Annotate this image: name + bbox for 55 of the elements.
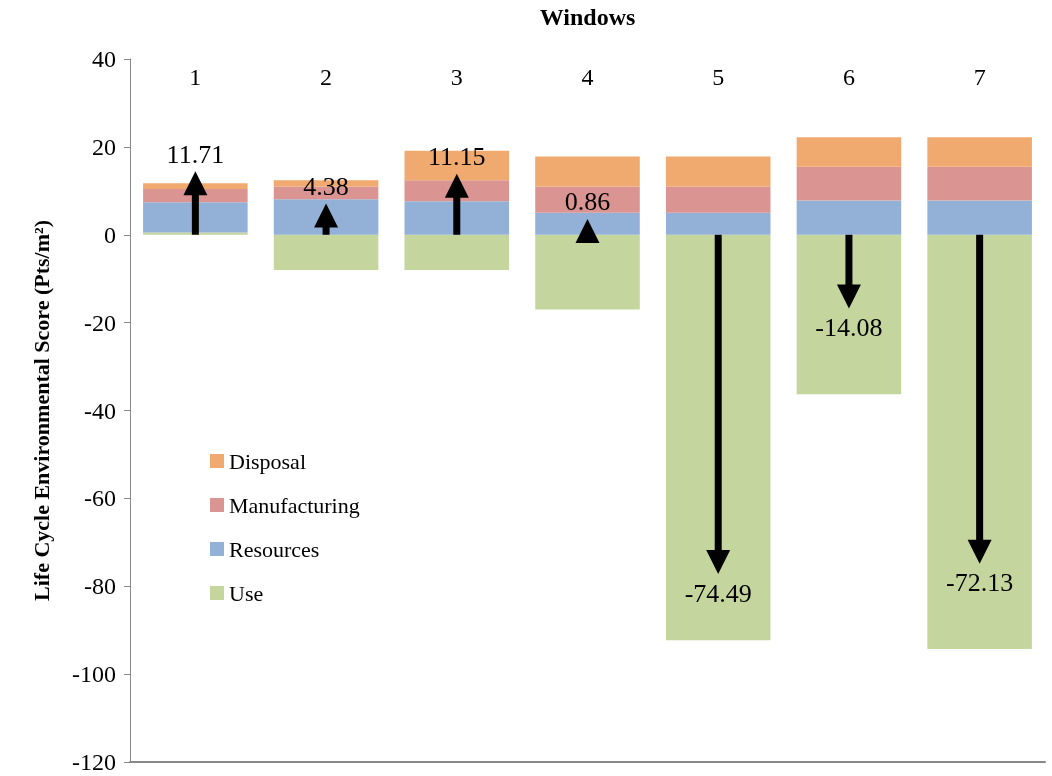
y-tick-label: 20	[92, 133, 116, 160]
bar	[927, 200, 1032, 235]
y-tick-label: -80	[84, 573, 116, 600]
y-tick-label: 40	[92, 46, 116, 72]
x-tick-label: 2	[320, 64, 333, 90]
data-label: 0.86	[564, 187, 611, 217]
bar	[927, 137, 1032, 167]
y-tick-label: -20	[84, 309, 116, 336]
bar	[796, 166, 902, 201]
point	[836, 284, 861, 309]
bar	[273, 234, 379, 270]
legend-label: Use	[229, 580, 264, 606]
point	[314, 203, 339, 228]
x-tick-label: 5	[712, 64, 725, 90]
point	[967, 539, 992, 564]
bar	[927, 234, 1032, 650]
bar	[665, 234, 771, 641]
bar	[796, 200, 902, 235]
bar	[273, 199, 379, 235]
x-tick-label: 4	[581, 64, 594, 90]
y-tick-label: 0	[104, 221, 116, 248]
x-tick-label: 1	[189, 64, 202, 90]
bar	[927, 166, 1032, 201]
data-label: 11.71	[166, 139, 225, 169]
data-label: -74.49	[684, 578, 752, 608]
x-tick-label: 7	[973, 64, 986, 90]
y-tick-label: -120	[72, 749, 116, 775]
bar	[796, 137, 902, 167]
data-label: 4.38	[303, 172, 349, 202]
bar	[535, 156, 640, 187]
data-label: -72.13	[946, 568, 1014, 598]
x-tick-label: 6	[842, 64, 855, 90]
legend-label: Disposal	[229, 448, 306, 474]
bar	[665, 212, 771, 235]
legend-label: Resources	[229, 536, 320, 562]
bar	[796, 234, 902, 395]
x-tick-label: 3	[450, 64, 463, 90]
point	[183, 171, 208, 196]
point	[706, 550, 731, 575]
legend-label: Manufacturing	[229, 492, 360, 518]
bar	[404, 150, 510, 181]
data-label: -14.08	[815, 313, 883, 343]
bar	[404, 234, 510, 270]
y-tick-label: -40	[84, 397, 116, 424]
bar	[665, 156, 771, 187]
y-tick-label: -100	[72, 661, 116, 688]
bar	[665, 186, 771, 213]
x-axis-title: Windows	[539, 4, 636, 30]
bar	[535, 212, 640, 235]
data-label: 11.15	[428, 142, 486, 172]
y-tick-label: -60	[84, 485, 116, 512]
y-axis-title: Life Cycle Environmental Score (Pts/m²)	[28, 220, 54, 601]
point	[444, 173, 469, 198]
point	[575, 218, 600, 243]
bar	[535, 234, 640, 310]
